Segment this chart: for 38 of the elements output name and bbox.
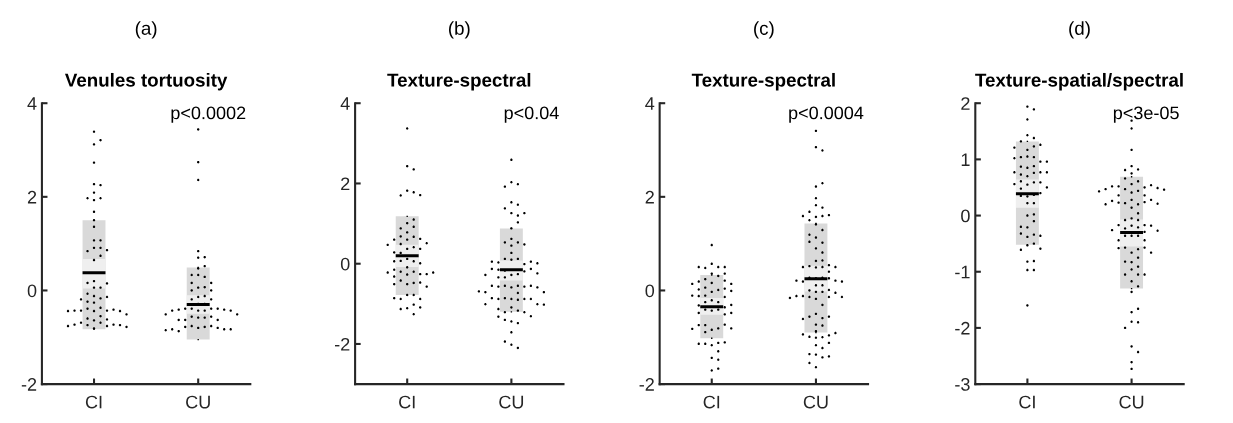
y-tick-label: 4: [340, 97, 350, 110]
y-tick-label: -3: [955, 378, 970, 391]
chart-title: (c): [754, 21, 774, 39]
x-tick-label: CI: [85, 395, 102, 409]
annotation: p<0.0002: [171, 106, 246, 123]
y-tick-label: 2: [961, 97, 970, 110]
annotation: p<0.04: [504, 106, 559, 123]
y-tick-label: 0: [645, 284, 655, 298]
annotation: p<0.0004: [789, 106, 864, 123]
annotation: p<3e-05: [1113, 106, 1179, 123]
x-tick-label: CI: [703, 395, 720, 409]
x-tick-label: CI: [399, 395, 415, 409]
x-tick-label: CU: [499, 395, 524, 409]
y-tick-label: 4: [27, 97, 37, 110]
x-tick-label: CU: [803, 395, 828, 409]
x-tick-label: CI: [1019, 395, 1035, 409]
y-tick-label: -1: [955, 265, 970, 279]
y-tick-label: 4: [645, 97, 655, 110]
y-tick-label: 0: [340, 257, 350, 271]
chart-subtitle: Texture-spectral: [387, 72, 531, 91]
x-tick-label: CU: [1119, 395, 1144, 409]
y-tick-label: 2: [341, 177, 350, 190]
chart-title: (b): [449, 21, 470, 39]
y-tick-label: -2: [639, 378, 654, 391]
y-tick-label: -2: [955, 321, 970, 335]
y-tick-label: -2: [21, 378, 37, 391]
chart-title: (a): [135, 21, 157, 39]
chart-title: (d): [1069, 21, 1090, 39]
y-tick-label: 2: [645, 190, 654, 204]
chart-subtitle: Texture-spectral: [691, 72, 835, 91]
x-tick-label: CU: [186, 395, 210, 409]
chart-subtitle: Venules tortuosity: [64, 72, 228, 91]
chart-subtitle: Texture-spatial/spectral: [975, 72, 1183, 91]
y-tick-label: -2: [334, 337, 350, 351]
y-tick-label: 1: [961, 153, 970, 166]
y-tick-label: 0: [27, 284, 37, 298]
y-tick-label: 2: [27, 190, 37, 204]
y-tick-label: 0: [961, 209, 970, 223]
